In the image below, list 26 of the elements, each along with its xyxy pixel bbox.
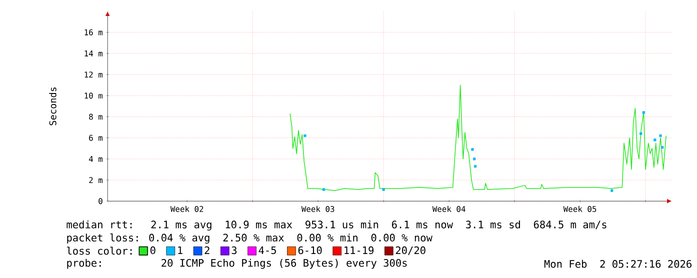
point xyxy=(659,134,662,138)
point xyxy=(640,132,642,135)
legend-label: 20/20 xyxy=(396,246,426,256)
legend-label: 1 xyxy=(178,246,182,254)
point xyxy=(471,148,474,151)
legend-label: 0 xyxy=(150,246,156,254)
text: Mon Feb 2 05:27:16 2026 xyxy=(544,260,692,268)
legend-label: 11-19 xyxy=(344,246,374,254)
point xyxy=(304,134,306,138)
legend-label: 6-10 xyxy=(298,246,322,254)
legend-label: 4-5 xyxy=(258,246,276,254)
point xyxy=(661,146,664,149)
point xyxy=(382,188,385,191)
point xyxy=(610,189,614,192)
legend-label: 3 xyxy=(232,246,237,254)
point xyxy=(322,188,326,191)
point xyxy=(642,111,645,114)
point xyxy=(654,138,656,142)
legend-title: loss color: xyxy=(67,246,132,255)
text: packet loss: 0.04 % avg 2.50 % max 0.00 % min 0.00 % now xyxy=(67,234,432,244)
point xyxy=(474,165,477,168)
y-axis-title: Seconds xyxy=(49,88,56,126)
text: median rtt: 2.1 ms avg 10.9 ms max 953.1 us min 6.1 ms now 3.1 ms sd 684.5 m am/s xyxy=(66,220,606,231)
text: probe: 20 ICMP Echo Pings (56 Bytes) every 300s xyxy=(67,258,407,269)
legend-label: 2 xyxy=(204,246,210,254)
point xyxy=(473,158,476,160)
